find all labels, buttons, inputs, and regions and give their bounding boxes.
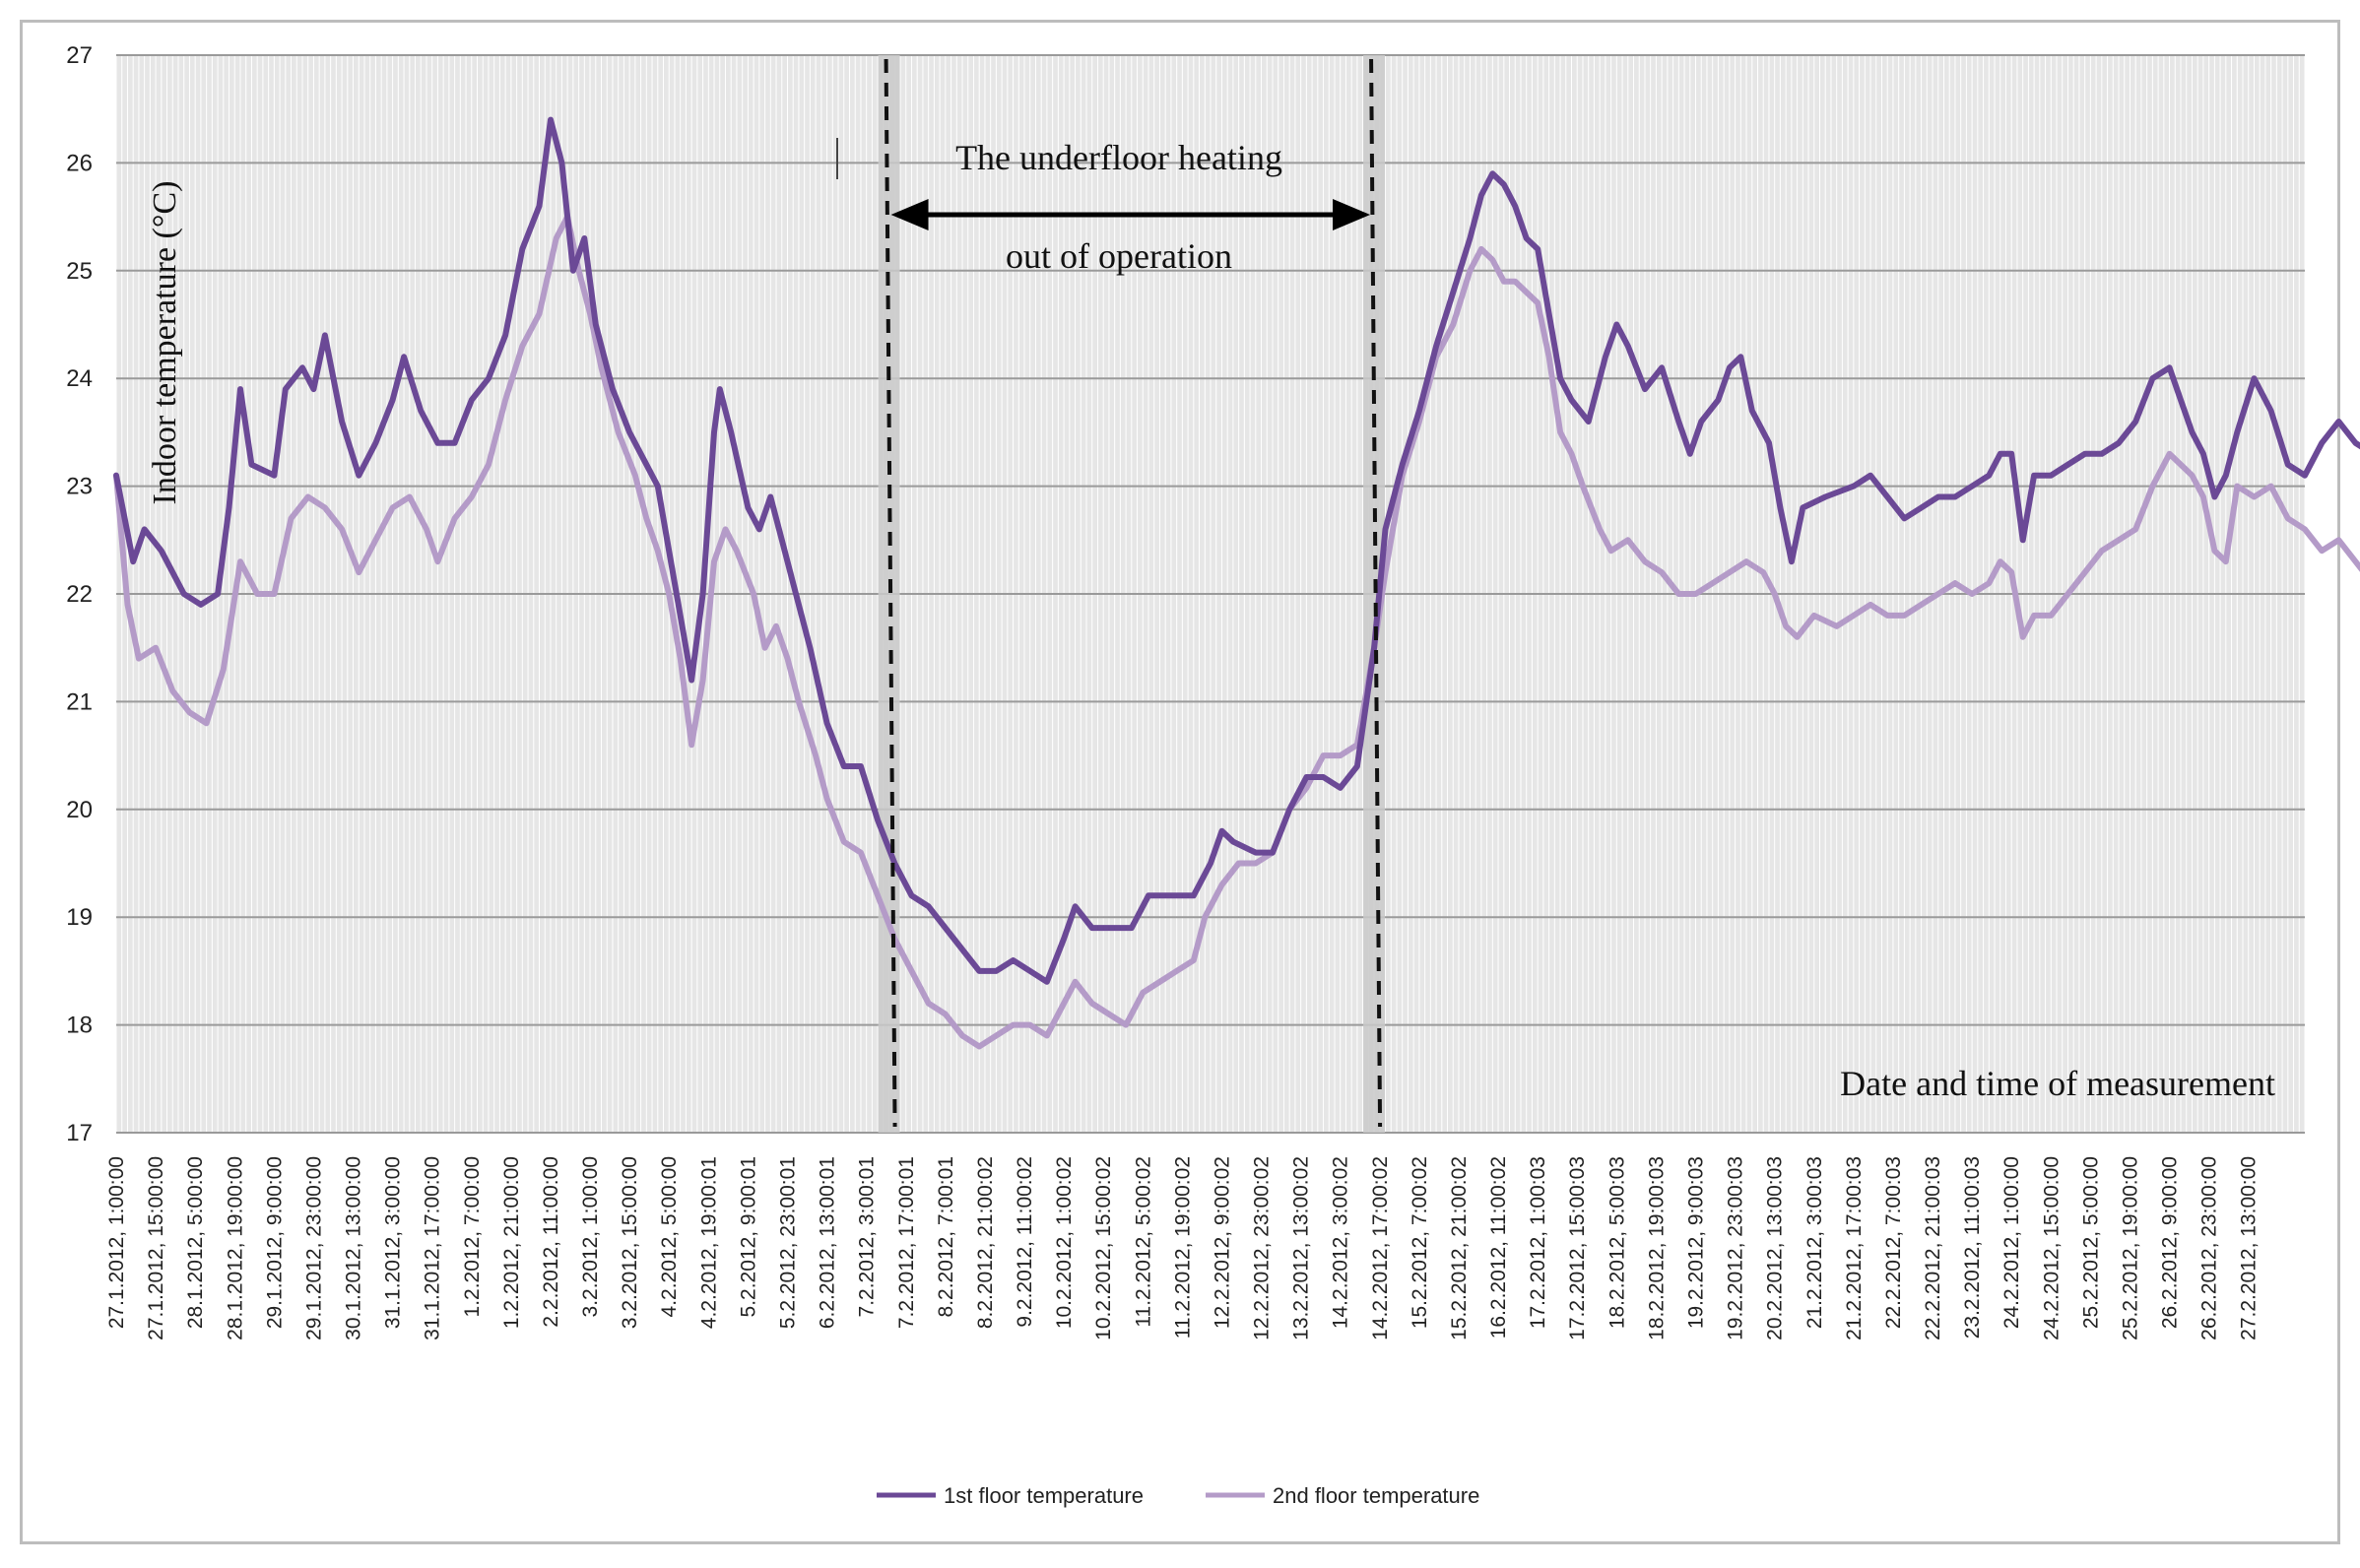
x-tick-label: 26.2.2012, 9:00:00: [2159, 1156, 2182, 1329]
x-tick-label: 11.2.2012, 5:00:02: [1132, 1156, 1154, 1328]
x-tick-label: 17.2.2012, 15:00:03: [1566, 1156, 1589, 1340]
x-tick-label: 19.2.2012, 23:00:03: [1725, 1156, 1747, 1340]
x-tick-label: 7.2.2012, 3:00:01: [856, 1156, 879, 1317]
x-tick-label: 28.1.2012, 5:00:00: [184, 1156, 207, 1329]
x-tick-label: 3.2.2012, 1:00:00: [579, 1156, 602, 1317]
x-tick-label: 19.2.2012, 9:00:03: [1685, 1156, 1708, 1329]
annotation-line-2: out of operation: [1006, 236, 1232, 276]
x-tick-label: 15.2.2012, 7:00:02: [1409, 1156, 1431, 1329]
x-tick-label: 29.1.2012, 23:00:00: [302, 1156, 325, 1340]
x-tick-label: 5.2.2012, 23:00:01: [776, 1156, 799, 1329]
y-tick-label: 26: [66, 150, 93, 176]
annotation-line-1: The underfloor heating: [955, 138, 1282, 177]
x-tick-label: 10.2.2012, 15:00:02: [1092, 1156, 1115, 1340]
x-tick-label: 24.2.2012, 15:00:00: [2040, 1156, 2063, 1340]
x-tick-label: 28.1.2012, 19:00:00: [224, 1156, 246, 1340]
series-line-2nd-floor: [113, 214, 2360, 1050]
x-tick-label: 7.2.2012, 17:00:01: [895, 1156, 918, 1329]
x-tick-label: 31.1.2012, 3:00:00: [382, 1156, 405, 1329]
x-axis-label: Date and time of measurement: [1840, 1064, 2275, 1103]
x-tick-label: 9.2.2012, 11:00:02: [1014, 1156, 1036, 1328]
x-tick-label: 31.1.2012, 17:00:00: [422, 1156, 444, 1340]
x-tick-label: 27.1.2012, 1:00:00: [105, 1156, 128, 1329]
x-tick-label: 1.2.2012, 7:00:00: [461, 1156, 484, 1317]
x-tick-label: 20.2.2012, 13:00:03: [1764, 1156, 1787, 1340]
marker-dashed-line: [884, 58, 897, 1128]
arrow-head-right: [1333, 199, 1371, 230]
x-tick-label: 27.1.2012, 15:00:00: [145, 1156, 167, 1340]
y-tick-label: 23: [66, 474, 93, 500]
x-tick-label: 4.2.2012, 19:00:01: [697, 1156, 720, 1329]
x-tick-label: 29.1.2012, 9:00:00: [263, 1156, 286, 1329]
y-tick-label: 25: [66, 258, 93, 285]
legend-label-2nd-floor: 2nd floor temperature: [1273, 1483, 1479, 1508]
y-tick-label: 21: [66, 688, 93, 715]
x-tick-label: 23.2.2012, 11:00:03: [1961, 1156, 1984, 1339]
y-axis-label: Indoor temperature (°C): [147, 181, 183, 505]
x-tick-label: 2.2.2012, 11:00:00: [540, 1156, 562, 1328]
y-tick-label: 18: [66, 1013, 93, 1039]
x-tick-label: 22.2.2012, 7:00:03: [1882, 1156, 1905, 1329]
x-tick-label: 18.2.2012, 19:00:03: [1645, 1156, 1668, 1340]
y-axis-ticks: 17 18 19 20 21 22 23 24 25 26 27: [66, 42, 93, 1146]
y-tick-label: 17: [66, 1120, 93, 1146]
x-tick-label: 18.2.2012, 5:00:03: [1606, 1156, 1628, 1329]
x-tick-label: 1.2.2012, 21:00:00: [500, 1156, 523, 1329]
x-tick-label: 10.2.2012, 1:00:02: [1053, 1156, 1076, 1329]
x-tick-label: 27.2.2012, 13:00:00: [2238, 1156, 2261, 1340]
series-line-1st-floor: [113, 116, 2360, 985]
x-tick-label: 21.2.2012, 17:00:03: [1843, 1156, 1866, 1340]
x-tick-label: 22.2.2012, 21:00:03: [1922, 1156, 1944, 1340]
x-tick-label: 5.2.2012, 9:00:01: [737, 1156, 759, 1317]
x-tick-label: 4.2.2012, 5:00:00: [658, 1156, 681, 1317]
x-tick-label: 13.2.2012, 13:00:02: [1290, 1156, 1313, 1340]
marker-dashed-line: [1369, 58, 1383, 1128]
series-lines: [113, 116, 2360, 1050]
x-tick-label: 16.2.2012, 11:00:02: [1487, 1156, 1510, 1339]
x-tick-label: 15.2.2012, 21:00:02: [1448, 1156, 1471, 1340]
x-tick-label: 30.1.2012, 13:00:00: [343, 1156, 365, 1340]
x-tick-label: 24.2.2012, 1:00:00: [2000, 1156, 2023, 1329]
legend-label-1st-floor: 1st floor temperature: [944, 1483, 1144, 1508]
x-tick-label: 12.2.2012, 23:00:02: [1251, 1156, 1274, 1340]
marker-dashed-lines: [884, 58, 1383, 1128]
x-tick-label: 14.2.2012, 3:00:02: [1330, 1156, 1352, 1329]
x-tick-label: 8.2.2012, 21:00:02: [974, 1156, 997, 1329]
major-gridlines: [116, 54, 2305, 1134]
arrow-head-left: [890, 199, 929, 230]
annotation-double-arrow: [890, 199, 1371, 230]
x-tick-label: 17.2.2012, 1:00:03: [1527, 1156, 1549, 1329]
x-tick-label: 11.2.2012, 19:00:02: [1171, 1156, 1194, 1339]
x-tick-label: 25.2.2012, 5:00:00: [2079, 1156, 2102, 1329]
y-tick-label: 22: [66, 581, 93, 608]
x-tick-label: 3.2.2012, 15:00:00: [619, 1156, 641, 1329]
x-tick-label: 21.2.2012, 3:00:03: [1803, 1156, 1826, 1329]
y-tick-label: 24: [66, 365, 93, 392]
legend: 1st floor temperature 2nd floor temperat…: [877, 1483, 1479, 1508]
y-tick-label: 27: [66, 42, 93, 69]
x-tick-label: 12.2.2012, 9:00:02: [1211, 1156, 1233, 1329]
x-tick-label: 8.2.2012, 7:00:01: [935, 1156, 957, 1317]
x-tick-label: 25.2.2012, 19:00:00: [2119, 1156, 2141, 1340]
y-tick-label: 20: [66, 797, 93, 823]
x-axis-ticks: 27.1.2012, 1:00:00 27.1.2012, 15:00:00 28.…: [105, 1156, 2261, 1340]
y-tick-label: 19: [66, 904, 93, 931]
x-tick-label: 6.2.2012, 13:00:01: [817, 1156, 839, 1329]
x-tick-label: 14.2.2012, 17:00:02: [1369, 1156, 1392, 1340]
x-tick-label: 26.2.2012, 23:00:00: [2198, 1156, 2221, 1340]
